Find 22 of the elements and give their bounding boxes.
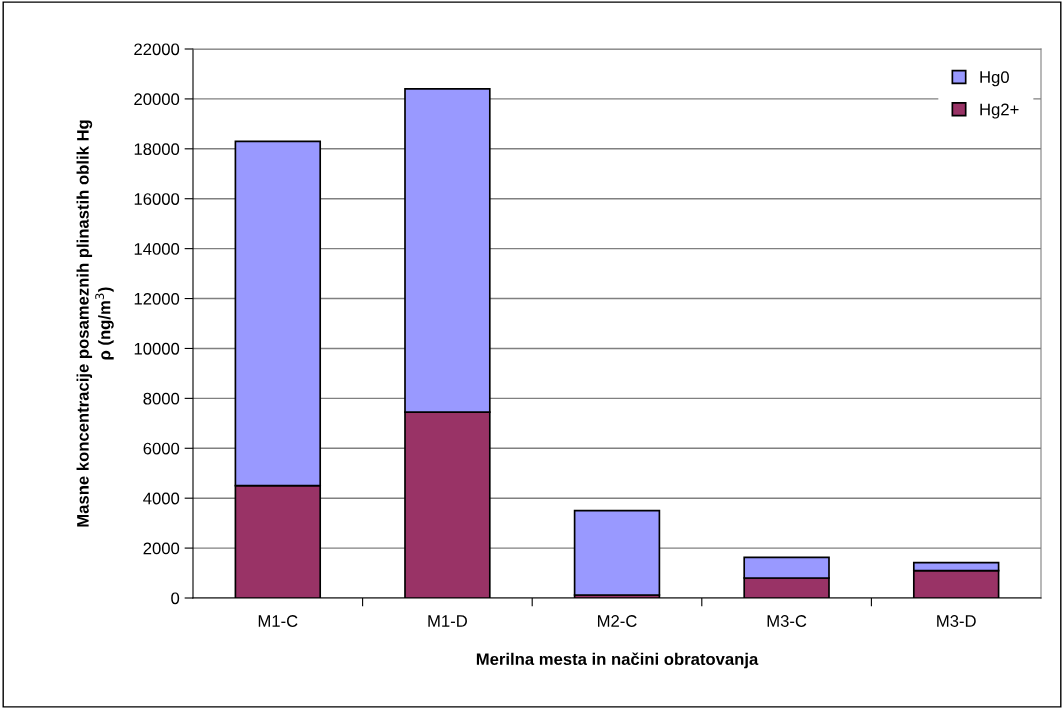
y-tick-label: 12000 [134, 292, 180, 305]
bar [573, 509, 661, 596]
y-tick-label: 16000 [134, 193, 180, 205]
x-tick-label: M1-D [428, 615, 467, 627]
x-tick-label: M3-C [767, 615, 807, 627]
x-tick-label: M2-C [598, 615, 637, 627]
y-tick-label: 4000 [143, 492, 180, 505]
y-axis-title: Masne koncentracije posameznih plinastih oblik Hg ρ (ng/m$^{3}$) [76, 120, 114, 527]
x-tick-label: M1-C [258, 615, 298, 627]
legend-label: Hg0 [980, 71, 1009, 87]
y-tick-label: 2000 [143, 542, 180, 555]
y-tick-label: 22000 [134, 43, 180, 56]
y-tick-label: 10000 [134, 342, 180, 355]
y-tick-label: 20000 [134, 93, 180, 106]
x-tick-label: M3-D [937, 615, 976, 627]
y-tick-label: 6000 [143, 442, 180, 455]
y-tick-label: 8000 [143, 392, 180, 405]
x-axis-title: Merilna mesta in načini obratovanja [476, 652, 759, 669]
y-tick-label: 18000 [134, 143, 180, 156]
legend-label: Hg2+ [980, 103, 1019, 119]
y-tick-label: 0 [171, 592, 180, 605]
y-tick-label: 14000 [134, 243, 180, 255]
